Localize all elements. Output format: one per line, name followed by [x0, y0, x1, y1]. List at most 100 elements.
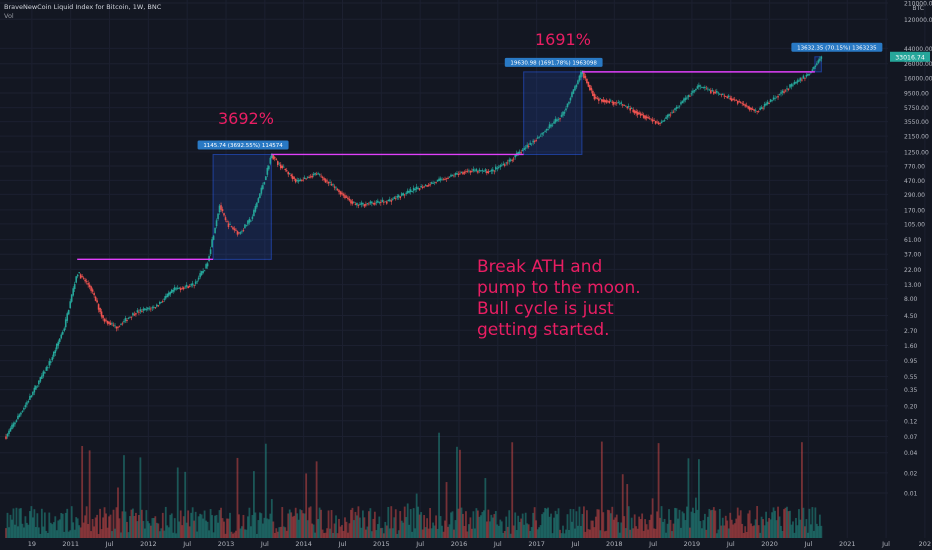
candle-body — [681, 101, 684, 104]
volume-bar — [456, 446, 458, 538]
candle-body — [41, 375, 43, 379]
volume-bar — [490, 514, 493, 538]
volume-bar — [754, 519, 757, 538]
candle-body — [705, 88, 708, 90]
volume-bar — [715, 533, 718, 538]
candle-body — [495, 166, 497, 170]
candle-body — [799, 77, 802, 81]
candle-body — [436, 179, 439, 182]
volume-bar — [680, 527, 682, 538]
candle-body — [630, 108, 633, 109]
candle-body — [321, 176, 324, 178]
volume-bar — [447, 526, 449, 538]
volume-bar — [330, 510, 333, 538]
volume-bar — [690, 511, 693, 538]
volume-bar — [163, 530, 166, 538]
volume-bar — [290, 512, 293, 538]
volume-bar — [818, 514, 821, 538]
pct-label-2013: 3692% — [218, 109, 274, 128]
volume-bar — [451, 511, 454, 538]
volume-bar — [384, 521, 387, 538]
volume-bar — [414, 528, 417, 538]
volume-bar — [154, 516, 157, 538]
candle-body — [786, 88, 788, 90]
volume-bar — [196, 531, 199, 538]
volume-bar — [126, 521, 128, 538]
volume-bar — [820, 525, 823, 538]
candle-body — [385, 201, 388, 204]
volume-bar — [31, 517, 34, 538]
candle-body — [533, 141, 536, 142]
volume-bar — [751, 526, 754, 538]
volume-bar — [332, 532, 334, 538]
candle-body — [197, 277, 200, 280]
volume-bar — [239, 528, 242, 538]
candle-body — [802, 75, 805, 79]
candle-body — [409, 189, 412, 192]
candle-body — [739, 102, 742, 103]
candle-body — [778, 94, 781, 96]
candle-body — [150, 308, 152, 310]
volume-bar — [205, 520, 208, 538]
candle-body — [578, 75, 581, 81]
candle-body — [161, 301, 164, 303]
volume-bar — [385, 525, 388, 538]
volume-bar — [790, 524, 793, 538]
candle-body — [607, 100, 609, 102]
candle-body — [300, 180, 303, 182]
volume-bar — [233, 532, 236, 538]
candle-body — [514, 154, 517, 158]
volume-bar — [677, 518, 679, 538]
candle-body — [648, 117, 651, 119]
volume-bar — [148, 523, 151, 538]
time-tick-label: 2021 — [839, 540, 856, 548]
volume-bar — [363, 517, 366, 538]
volume-bar — [708, 508, 711, 538]
candle-body — [90, 286, 92, 291]
candle-body — [481, 170, 484, 172]
candle-body — [559, 118, 561, 120]
volume-bar — [48, 512, 51, 538]
candle-body — [359, 204, 361, 205]
volume-bar — [796, 525, 799, 538]
volume-bar — [611, 506, 614, 538]
candle-body — [61, 331, 64, 335]
candle-body — [774, 97, 776, 99]
candle-body — [511, 159, 514, 161]
candle-body — [535, 139, 537, 141]
candle-body — [405, 192, 408, 194]
volume-bar — [717, 529, 720, 538]
volume-bar — [353, 520, 355, 538]
candle-body — [808, 73, 811, 75]
volume-bar — [342, 530, 345, 538]
volume-bar — [284, 527, 287, 538]
candle-body — [748, 107, 751, 110]
candle-body — [167, 292, 170, 296]
price-tick-label: 9500.00 — [904, 90, 929, 97]
candle-body — [306, 176, 309, 178]
volume-bar — [270, 499, 273, 538]
candle-body — [9, 428, 12, 432]
volume-bar — [429, 508, 432, 538]
volume-bar — [20, 508, 22, 538]
candle-body — [115, 326, 118, 329]
candle-body — [772, 97, 775, 100]
candle-body — [354, 203, 357, 205]
volume-bar — [599, 530, 602, 538]
time-tick-label: 2018 — [606, 540, 623, 548]
candle-body — [55, 343, 58, 350]
volume-bar — [97, 533, 100, 538]
volume-bar — [138, 515, 140, 538]
volume-bar — [485, 521, 488, 538]
candle-body — [687, 94, 690, 98]
volume-bar — [379, 528, 382, 538]
volume-bar — [763, 525, 766, 538]
volume-bar — [686, 506, 688, 538]
candle-body — [517, 151, 520, 155]
price-tick-label: 1250.00 — [904, 149, 929, 156]
candle-body — [21, 411, 24, 413]
candle-body — [188, 285, 191, 287]
volume-bar — [563, 533, 566, 538]
volume-bar — [427, 528, 430, 538]
